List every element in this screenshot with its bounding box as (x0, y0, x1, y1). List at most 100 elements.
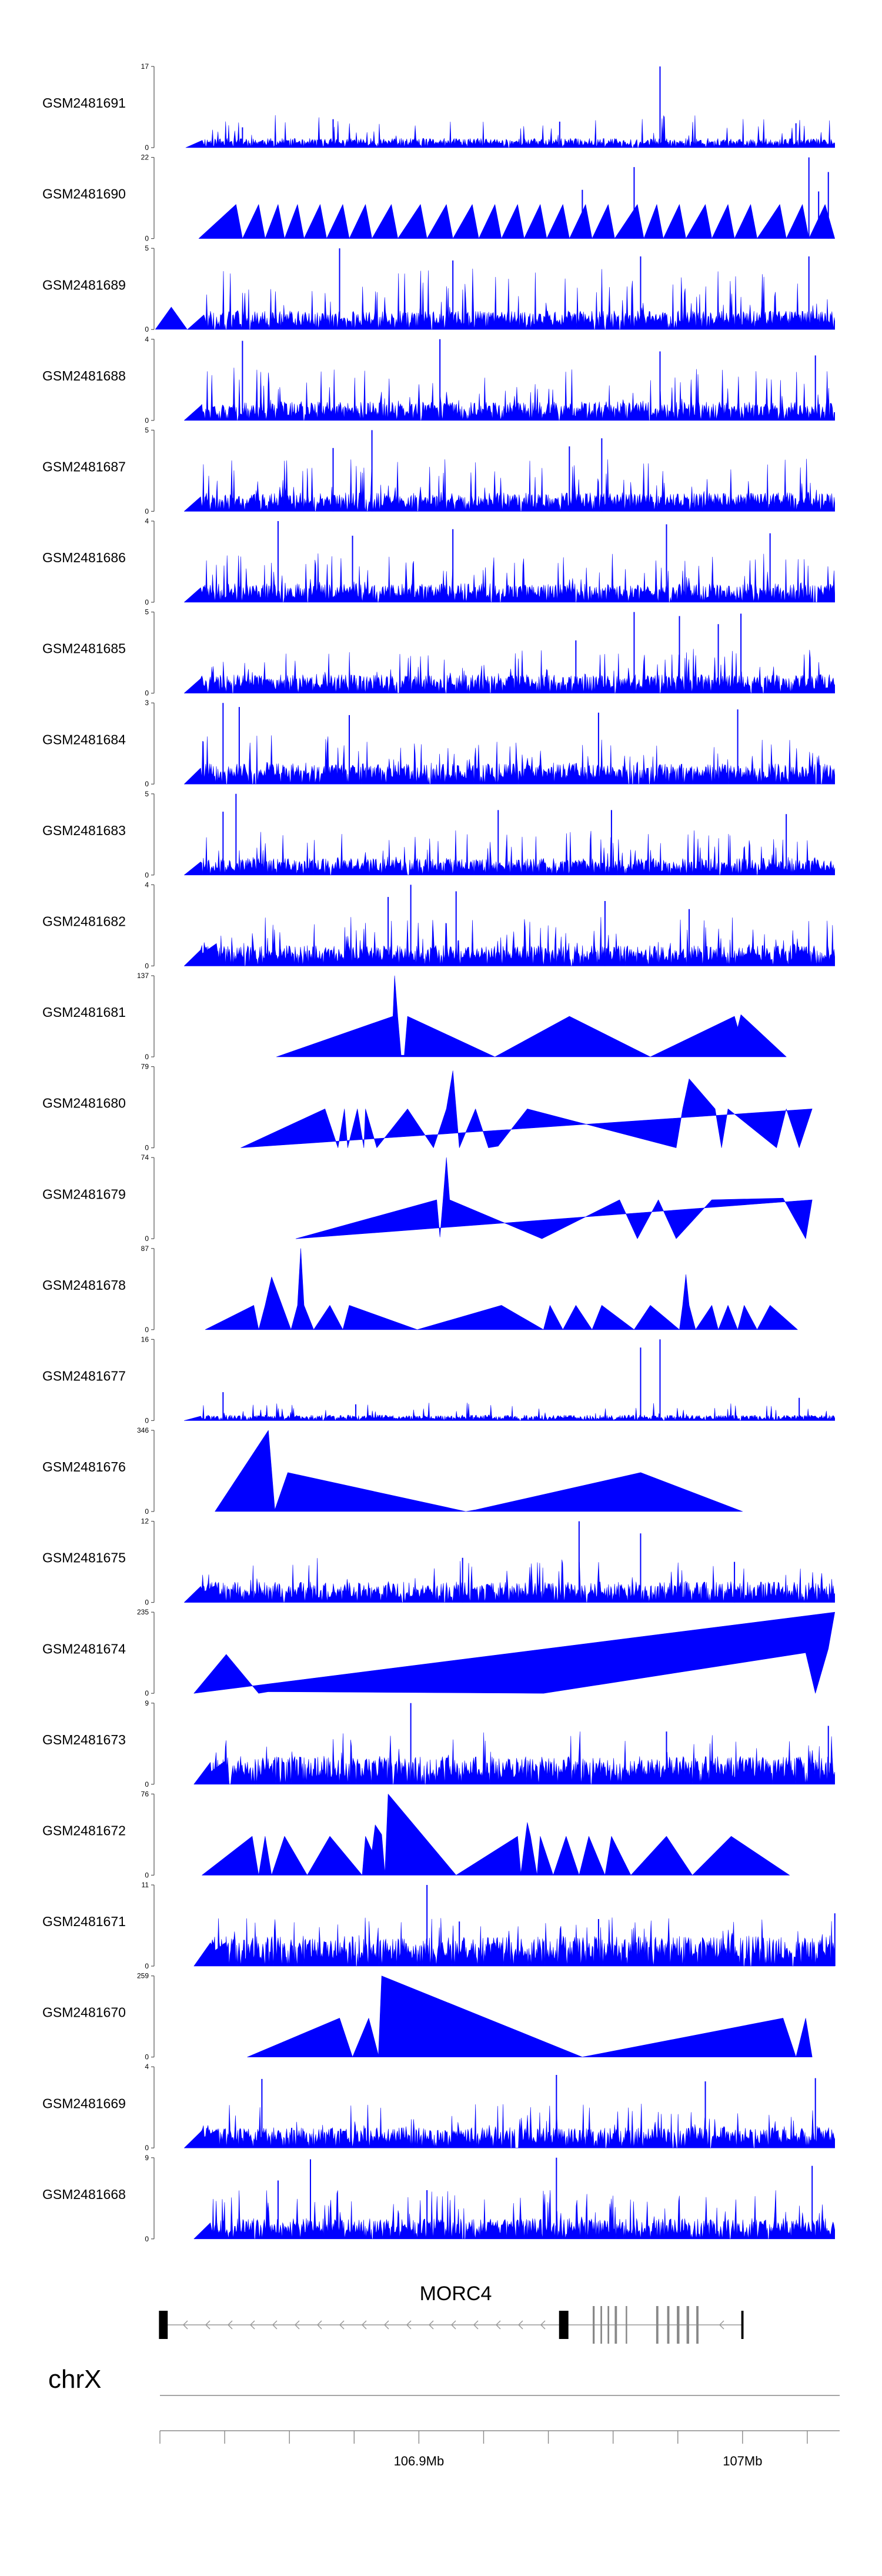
track-label: GSM2481685 (42, 641, 126, 656)
strand-chevron (205, 2320, 211, 2330)
track-GSM2481677: GSM2481677 16 0 (42, 1335, 835, 1424)
strand-chevron (316, 2320, 322, 2330)
strand-chevron (406, 2320, 412, 2330)
gene-exon (159, 2311, 168, 2339)
strand-chevron (339, 2320, 345, 2330)
signal-area (247, 1976, 813, 2057)
y-tick-label-min: 0 (145, 1234, 149, 1243)
genome-axis: 106.9Mb 107Mb (159, 2395, 840, 2468)
strand-chevron (383, 2320, 389, 2330)
strand-chevron (361, 2320, 367, 2330)
signal-area (185, 115, 835, 148)
signal-area (184, 649, 835, 693)
y-tick-label-min: 0 (145, 2053, 149, 2061)
y-tick-label-max: 5 (145, 426, 149, 434)
y-tick-label-min: 0 (145, 416, 149, 425)
gene-name-label: MORC4 (420, 2283, 492, 2305)
gene-exon (656, 2306, 659, 2344)
y-tick-label-max: 259 (137, 1972, 149, 1980)
gene-exon (592, 2306, 595, 2344)
y-tick-label-max: 4 (145, 880, 149, 889)
gene-exon (614, 2306, 617, 2344)
signal-area (184, 459, 835, 512)
strand-chevron (473, 2320, 479, 2330)
y-tick-label-min: 0 (145, 2235, 149, 2243)
track-label: GSM2481679 (42, 1186, 126, 1202)
track-GSM2481689: GSM2481689 5 0 (42, 244, 835, 333)
gene-exon (696, 2306, 699, 2344)
y-tick-label-max: 5 (145, 790, 149, 798)
y-tick-label-max: 11 (142, 1881, 149, 1889)
y-tick-label-max: 4 (145, 2063, 149, 2071)
signal-area (198, 204, 835, 239)
signal-lead-area (184, 1584, 220, 1603)
track-label: GSM2481670 (42, 2005, 126, 2020)
signal-area (184, 2104, 835, 2148)
signal-area (184, 1403, 835, 1421)
track-label: GSM2481675 (42, 1550, 126, 1566)
track-GSM2481671: GSM2481671 11 0 (42, 1881, 836, 1970)
y-tick-label-max: 22 (141, 154, 149, 162)
track-label: GSM2481672 (42, 1823, 126, 1838)
y-tick-label-min: 0 (145, 1507, 149, 1516)
track-label: GSM2481690 (42, 186, 126, 202)
strand-chevron (428, 2320, 434, 2330)
strand-chevron (272, 2320, 278, 2330)
track-GSM2481670: GSM2481670 259 0 (42, 1972, 813, 2061)
signal-area (202, 1794, 790, 1876)
gene-model (159, 2306, 744, 2344)
strand-chevron (495, 2320, 501, 2330)
strand-chevron (540, 2320, 546, 2330)
track-GSM2481683: GSM2481683 5 0 (42, 790, 835, 879)
y-tick-label-min: 0 (145, 1780, 149, 1788)
gene-exon (607, 2306, 610, 2344)
track-label: GSM2481681 (42, 1005, 126, 1020)
signal-lead-area (184, 2130, 220, 2148)
track-GSM2481674: GSM2481674 235 0 (42, 1608, 835, 1697)
signal-area (276, 975, 787, 1057)
track-label: GSM2481669 (42, 2095, 126, 2111)
gene-exon (600, 2306, 602, 2344)
y-tick-label-max: 79 (141, 1063, 149, 1071)
y-tick-label-min: 0 (145, 144, 149, 152)
track-GSM2481691: GSM2481691 17 0 (42, 62, 835, 152)
gene-exon (677, 2306, 680, 2344)
y-tick-label-max: 4 (145, 517, 149, 525)
track-label: GSM2481687 (42, 459, 126, 475)
y-tick-label-max: 9 (145, 1699, 149, 1707)
track-label: GSM2481683 (42, 823, 126, 838)
strand-chevron (450, 2320, 456, 2330)
signal-area (184, 368, 835, 421)
y-tick-label-min: 0 (145, 962, 149, 970)
gene-model-panel: MORC4 (159, 2283, 744, 2344)
strand-chevron (719, 2320, 724, 2330)
y-tick-label-max: 16 (141, 1335, 149, 1343)
gene-exon (686, 2306, 690, 2344)
track-label: GSM2481677 (42, 1369, 126, 1384)
track-GSM2481684: GSM2481684 3 0 (42, 699, 835, 788)
track-GSM2481690: GSM2481690 22 0 (42, 154, 835, 243)
signal-lead-area (193, 1941, 230, 1966)
y-tick-label-max: 346 (137, 1426, 149, 1434)
y-tick-label-min: 0 (145, 1689, 149, 1697)
track-GSM2481686: GSM2481686 4 0 (42, 517, 835, 606)
track-GSM2481675: GSM2481675 12 0 (42, 1517, 835, 1607)
track-GSM2481688: GSM2481688 4 0 (42, 335, 835, 425)
signal-area (184, 1558, 835, 1603)
coverage-tracks: GSM2481691170GSM2481690220GSM248168950GS… (42, 62, 836, 2243)
y-tick-label-min: 0 (145, 507, 149, 515)
signal-lead-area (193, 1760, 230, 1784)
y-tick-label-min: 0 (145, 1871, 149, 1879)
y-tick-label-min: 0 (145, 1144, 149, 1152)
y-tick-label-min: 0 (145, 598, 149, 606)
track-GSM2481685: GSM2481685 5 0 (42, 608, 835, 698)
track-label: GSM2481691 (42, 95, 126, 111)
gene-exon (559, 2311, 569, 2339)
track-label: GSM2481689 (42, 277, 126, 292)
y-tick-label-min: 0 (145, 1326, 149, 1334)
y-tick-label-min: 0 (145, 235, 149, 243)
strand-chevron (249, 2320, 255, 2330)
y-tick-label-min: 0 (145, 1599, 149, 1607)
signal-area (193, 1731, 835, 1785)
